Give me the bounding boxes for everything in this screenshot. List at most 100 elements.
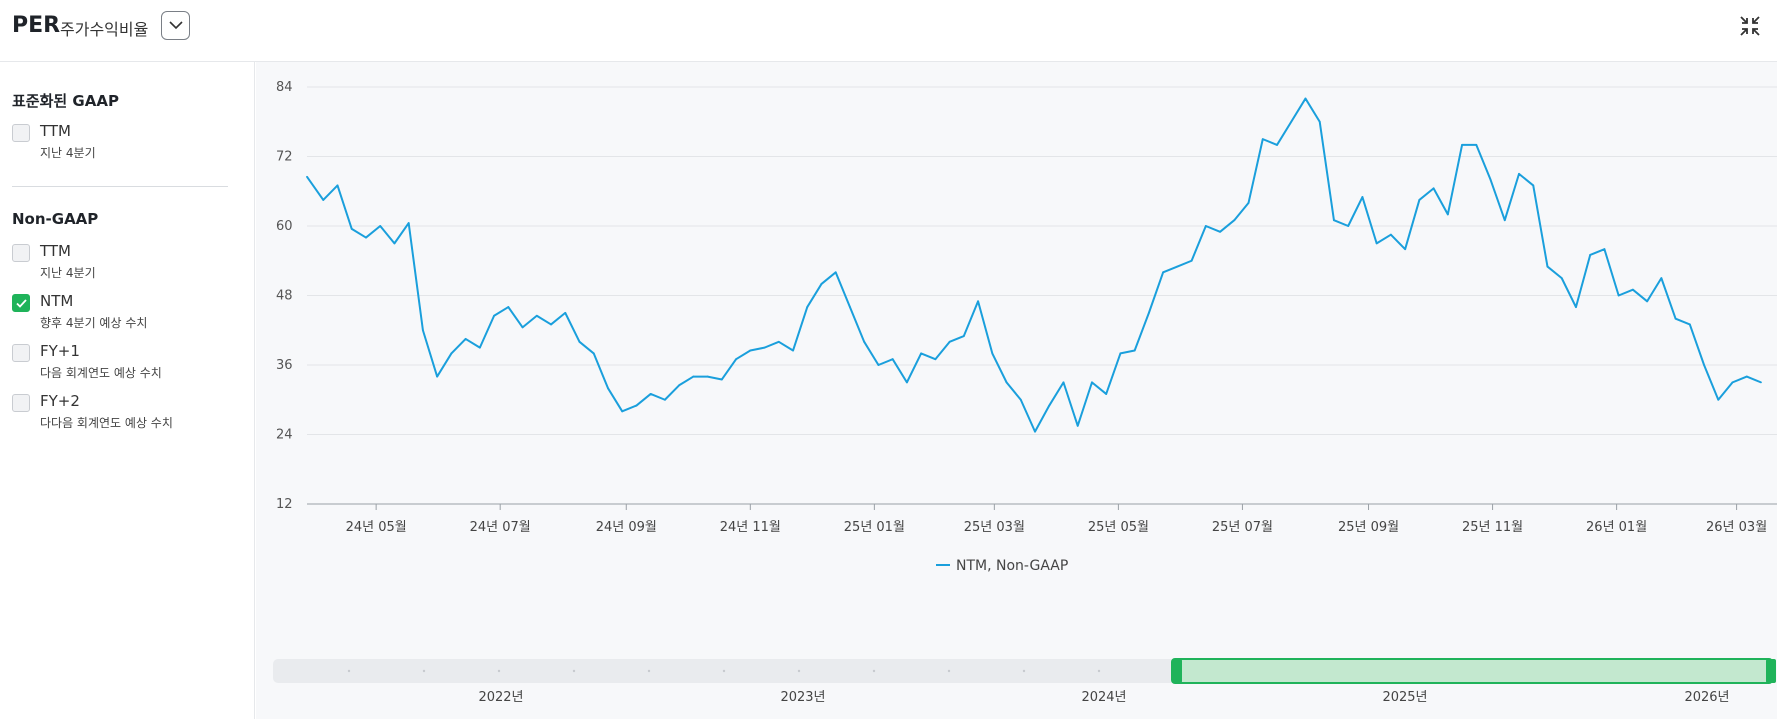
series-line-ntm-nongaap [306, 97, 1762, 433]
data-point [1219, 230, 1221, 233]
data-point [1233, 219, 1236, 222]
option-nongaap-fy2[interactable]: FY+2 다다음 회계연도 예상 수치 [12, 392, 242, 432]
navigator-left-handle[interactable] [1172, 659, 1182, 683]
y-tick-label: 36 [276, 358, 293, 373]
sidebar: 표준화된 GAAP TTM 지난 4분기 Non-GAAP TTM 지난 4분기… [0, 62, 255, 719]
data-point [478, 346, 481, 349]
data-point [891, 358, 894, 361]
option-description: 다다음 회계연도 예상 수치 [40, 416, 173, 430]
data-point [1147, 311, 1150, 314]
data-point [1005, 381, 1008, 384]
data-point [720, 378, 723, 381]
option-gaap-ttm[interactable]: TTM 지난 4분기 [12, 122, 242, 162]
data-point [1446, 213, 1449, 216]
checkbox[interactable] [12, 344, 30, 362]
data-point [1375, 242, 1378, 245]
navigator-year-label: 2026년 [1684, 690, 1729, 705]
data-point [1503, 219, 1506, 222]
data-point [849, 306, 851, 308]
x-tick-label: 24년 05월 [346, 520, 407, 535]
header: PER 주가수익비율 [0, 0, 1777, 62]
checkbox[interactable] [12, 244, 30, 262]
data-point [592, 352, 595, 355]
data-point [1560, 277, 1563, 280]
chart-area: 12 24 36 48 60 72 84 24년 05월 24년 07월 24년 09월 24년 1… [256, 62, 1777, 719]
data-point [1076, 424, 1079, 427]
data-point [1760, 381, 1762, 384]
data-point [1034, 430, 1036, 433]
option-nongaap-fy1[interactable]: FY+1 다음 회계연도 예상 수치 [12, 342, 242, 382]
data-point [806, 306, 809, 308]
data-point [306, 175, 308, 178]
data-point [1105, 393, 1108, 395]
collapse-button[interactable] [1738, 14, 1762, 38]
data-point [1461, 144, 1463, 146]
data-point [920, 352, 923, 355]
navigator-dot [1022, 669, 1026, 673]
data-point [1361, 196, 1364, 198]
option-nongaap-ttm[interactable]: TTM 지난 4분기 [12, 242, 242, 282]
data-point [1119, 352, 1122, 355]
data-point [578, 340, 581, 343]
option-nongaap-ntm[interactable]: NTM 향후 4분기 예상 수치 [12, 292, 242, 332]
gaap-group-title: 표준화된 GAAP [12, 92, 119, 110]
data-point [379, 225, 382, 227]
data-point [1304, 97, 1307, 100]
data-point [664, 398, 666, 401]
x-tick-label: 24년 07월 [470, 520, 531, 535]
data-point [1589, 254, 1592, 256]
option-label: FY+2 [40, 392, 80, 410]
option-description: 향후 4분기 예상 수치 [40, 316, 148, 330]
y-tick-label: 60 [276, 219, 293, 234]
option-description: 지난 4분기 [40, 266, 96, 280]
checkbox-checked[interactable] [12, 294, 30, 312]
data-point [521, 326, 524, 329]
data-point [1318, 120, 1321, 123]
data-point [735, 358, 737, 361]
navigator-dot [497, 669, 501, 673]
data-point [1546, 265, 1549, 268]
data-point [1404, 248, 1407, 251]
metric-dropdown-button[interactable] [161, 11, 190, 40]
data-point [934, 358, 937, 361]
option-description: 지난 4분기 [40, 146, 96, 160]
x-tick-label: 24년 09월 [596, 520, 657, 535]
data-point [706, 375, 709, 378]
navigator-dot [1097, 669, 1101, 673]
option-label: FY+1 [40, 342, 80, 360]
data-point [1091, 381, 1093, 384]
data-point [1276, 144, 1278, 146]
x-tick-label: 25년 11월 [1462, 520, 1523, 535]
data-point [1703, 364, 1705, 366]
data-point [649, 393, 652, 395]
data-point [863, 340, 866, 343]
data-point [1575, 306, 1577, 308]
checkbox[interactable] [12, 124, 30, 142]
data-point [350, 227, 353, 230]
data-point [792, 349, 794, 352]
checkbox[interactable] [12, 394, 30, 412]
navigator-year-label: 2025년 [1382, 690, 1427, 705]
x-tick-label: 25년 03월 [964, 520, 1025, 535]
data-point [1062, 381, 1065, 384]
navigator-dot [347, 669, 351, 673]
data-point [1162, 271, 1165, 274]
nongaap-group-title: Non-GAAP [12, 210, 99, 228]
data-point [1631, 288, 1634, 291]
navigator-right-handle[interactable] [1766, 659, 1776, 683]
legend-label: NTM, Non-GAAP [956, 558, 1068, 574]
data-point [1731, 381, 1734, 384]
data-point [1745, 375, 1748, 378]
collapse-icon [1740, 16, 1760, 36]
data-point [436, 375, 439, 378]
data-point [635, 404, 638, 407]
data-point [535, 314, 538, 317]
data-point [1204, 225, 1207, 227]
data-point [1475, 144, 1478, 146]
data-point [1603, 248, 1606, 251]
data-point [1190, 259, 1193, 262]
x-tick-label: 25년 07월 [1212, 520, 1273, 535]
y-tick-label: 24 [276, 428, 293, 443]
navigator-dot [797, 669, 801, 673]
check-icon [16, 299, 27, 308]
